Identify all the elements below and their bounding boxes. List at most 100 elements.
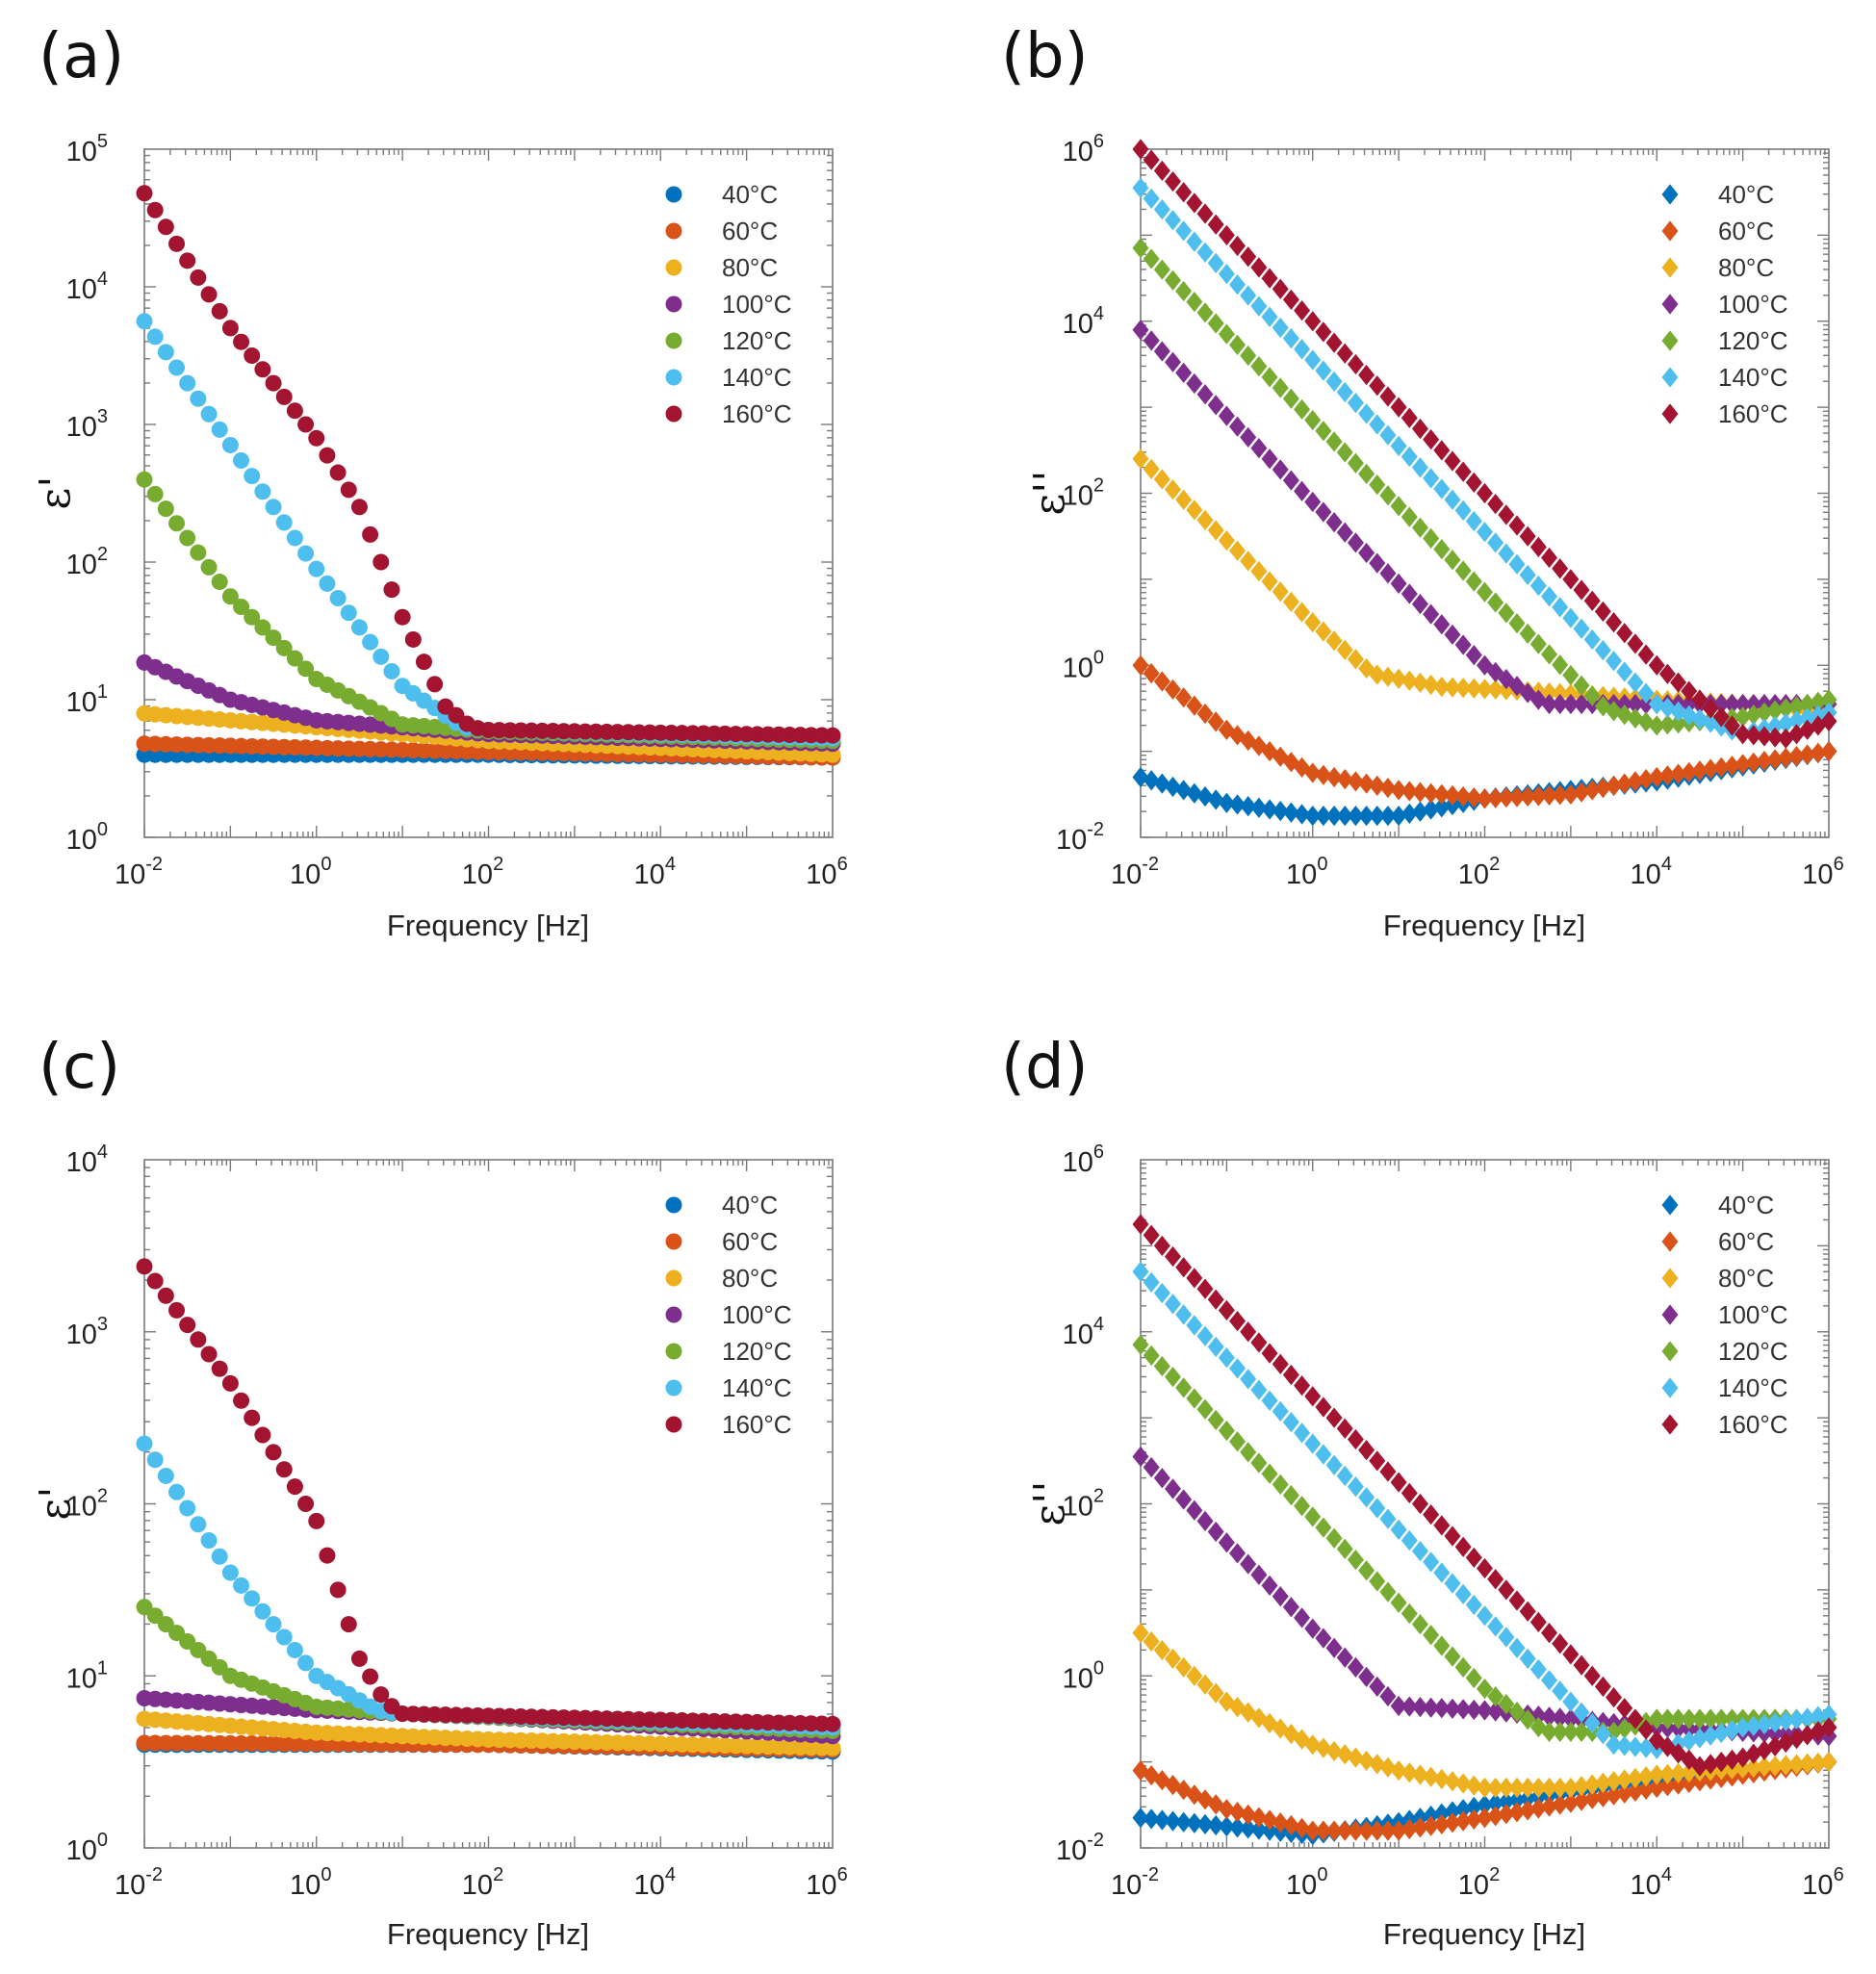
data-point (1616, 1782, 1633, 1804)
data-point (1723, 1749, 1740, 1771)
data-point (1487, 532, 1504, 553)
data-point (1250, 797, 1268, 818)
data-point (1606, 1771, 1623, 1792)
data-point (1777, 1710, 1794, 1731)
data-point (1336, 522, 1353, 543)
data-point (1444, 677, 1461, 698)
data-point (1325, 1820, 1343, 1841)
data-point (233, 1577, 250, 1594)
data-point (244, 1590, 261, 1607)
data-point (275, 514, 293, 531)
data-point (1691, 689, 1709, 710)
data-point (168, 1483, 186, 1500)
data-point (1272, 317, 1289, 339)
data-point (1552, 558, 1569, 579)
data-point (1487, 1686, 1504, 1707)
legend-label: 120°C (722, 1337, 792, 1366)
data-point (1153, 1468, 1170, 1489)
legend-marker (665, 1233, 682, 1250)
data-point (1186, 695, 1203, 716)
data-point (362, 1668, 379, 1685)
y-axis-label: ε'' (1025, 471, 1074, 516)
data-point (1369, 552, 1386, 574)
data-point (1423, 1697, 1440, 1718)
data-point (1423, 674, 1440, 696)
data-point (1541, 693, 1558, 715)
data-point (1541, 681, 1558, 704)
data-point (1465, 1808, 1482, 1831)
data-point (1336, 442, 1353, 463)
data-point (1218, 405, 1235, 426)
legend-label: 60°C (722, 217, 778, 245)
data-point (1175, 182, 1193, 203)
data-point (1153, 198, 1170, 220)
data-point (157, 218, 174, 236)
data-point (1315, 421, 1332, 442)
data-point (1261, 268, 1278, 289)
data-point (1562, 1691, 1580, 1712)
data-point (1207, 1814, 1224, 1836)
data-point (1315, 360, 1332, 381)
data-point (1294, 398, 1311, 420)
data-point (1390, 573, 1407, 594)
data-point (1423, 468, 1440, 489)
data-point (1433, 538, 1451, 560)
data-point (1712, 706, 1730, 728)
data-point (1261, 1463, 1278, 1484)
data-point (1175, 1257, 1193, 1278)
legend-marker (665, 405, 682, 423)
data-point (1196, 242, 1214, 263)
data-point (1240, 1369, 1257, 1390)
data-point (1670, 1708, 1687, 1730)
data-point (1229, 274, 1246, 295)
data-point (1670, 1762, 1687, 1783)
data-point (1196, 302, 1214, 323)
series-80C (1132, 1622, 1837, 1799)
data-point (1143, 1271, 1160, 1293)
data-point (1250, 257, 1268, 278)
data-point (1250, 356, 1268, 377)
data-point (1294, 1423, 1311, 1444)
data-point (1562, 693, 1580, 715)
legend-marker (665, 1269, 682, 1287)
data-point (1433, 1698, 1451, 1719)
data-point (1143, 1808, 1160, 1830)
data-point (200, 286, 218, 303)
data-point (1186, 1812, 1203, 1833)
data-point (1336, 806, 1353, 827)
data-point (1347, 1476, 1364, 1498)
data-point (1723, 1708, 1740, 1730)
data-point (415, 654, 432, 671)
data-point (1681, 680, 1698, 702)
data-point (1454, 1656, 1472, 1678)
data-point (1541, 784, 1558, 807)
data-point (1390, 1519, 1407, 1540)
data-point (1390, 397, 1407, 418)
data-point (1454, 1799, 1472, 1820)
data-point (297, 1496, 315, 1512)
data-point (1207, 1409, 1224, 1430)
data-point (1250, 1452, 1268, 1474)
data-point (426, 676, 444, 693)
data-point (1336, 639, 1353, 660)
data-point (1207, 252, 1224, 274)
data-point (1282, 470, 1299, 491)
data-point (1529, 575, 1547, 597)
series-160C (1132, 139, 1837, 749)
data-point (1691, 1756, 1709, 1777)
data-point (1153, 259, 1170, 280)
data-point (1723, 756, 1740, 777)
data-point (297, 1654, 315, 1672)
data-point (1477, 1557, 1493, 1579)
data-point (1433, 440, 1451, 461)
data-point (1658, 663, 1676, 684)
data-point (1218, 1816, 1235, 1837)
data-point (1336, 1465, 1353, 1487)
data-point (1487, 592, 1504, 613)
data-point (1477, 1807, 1493, 1829)
data-point (1336, 769, 1353, 790)
data-point (1541, 1777, 1558, 1799)
data-point (168, 359, 186, 376)
data-point (1315, 621, 1332, 642)
data-point (1444, 1573, 1461, 1594)
